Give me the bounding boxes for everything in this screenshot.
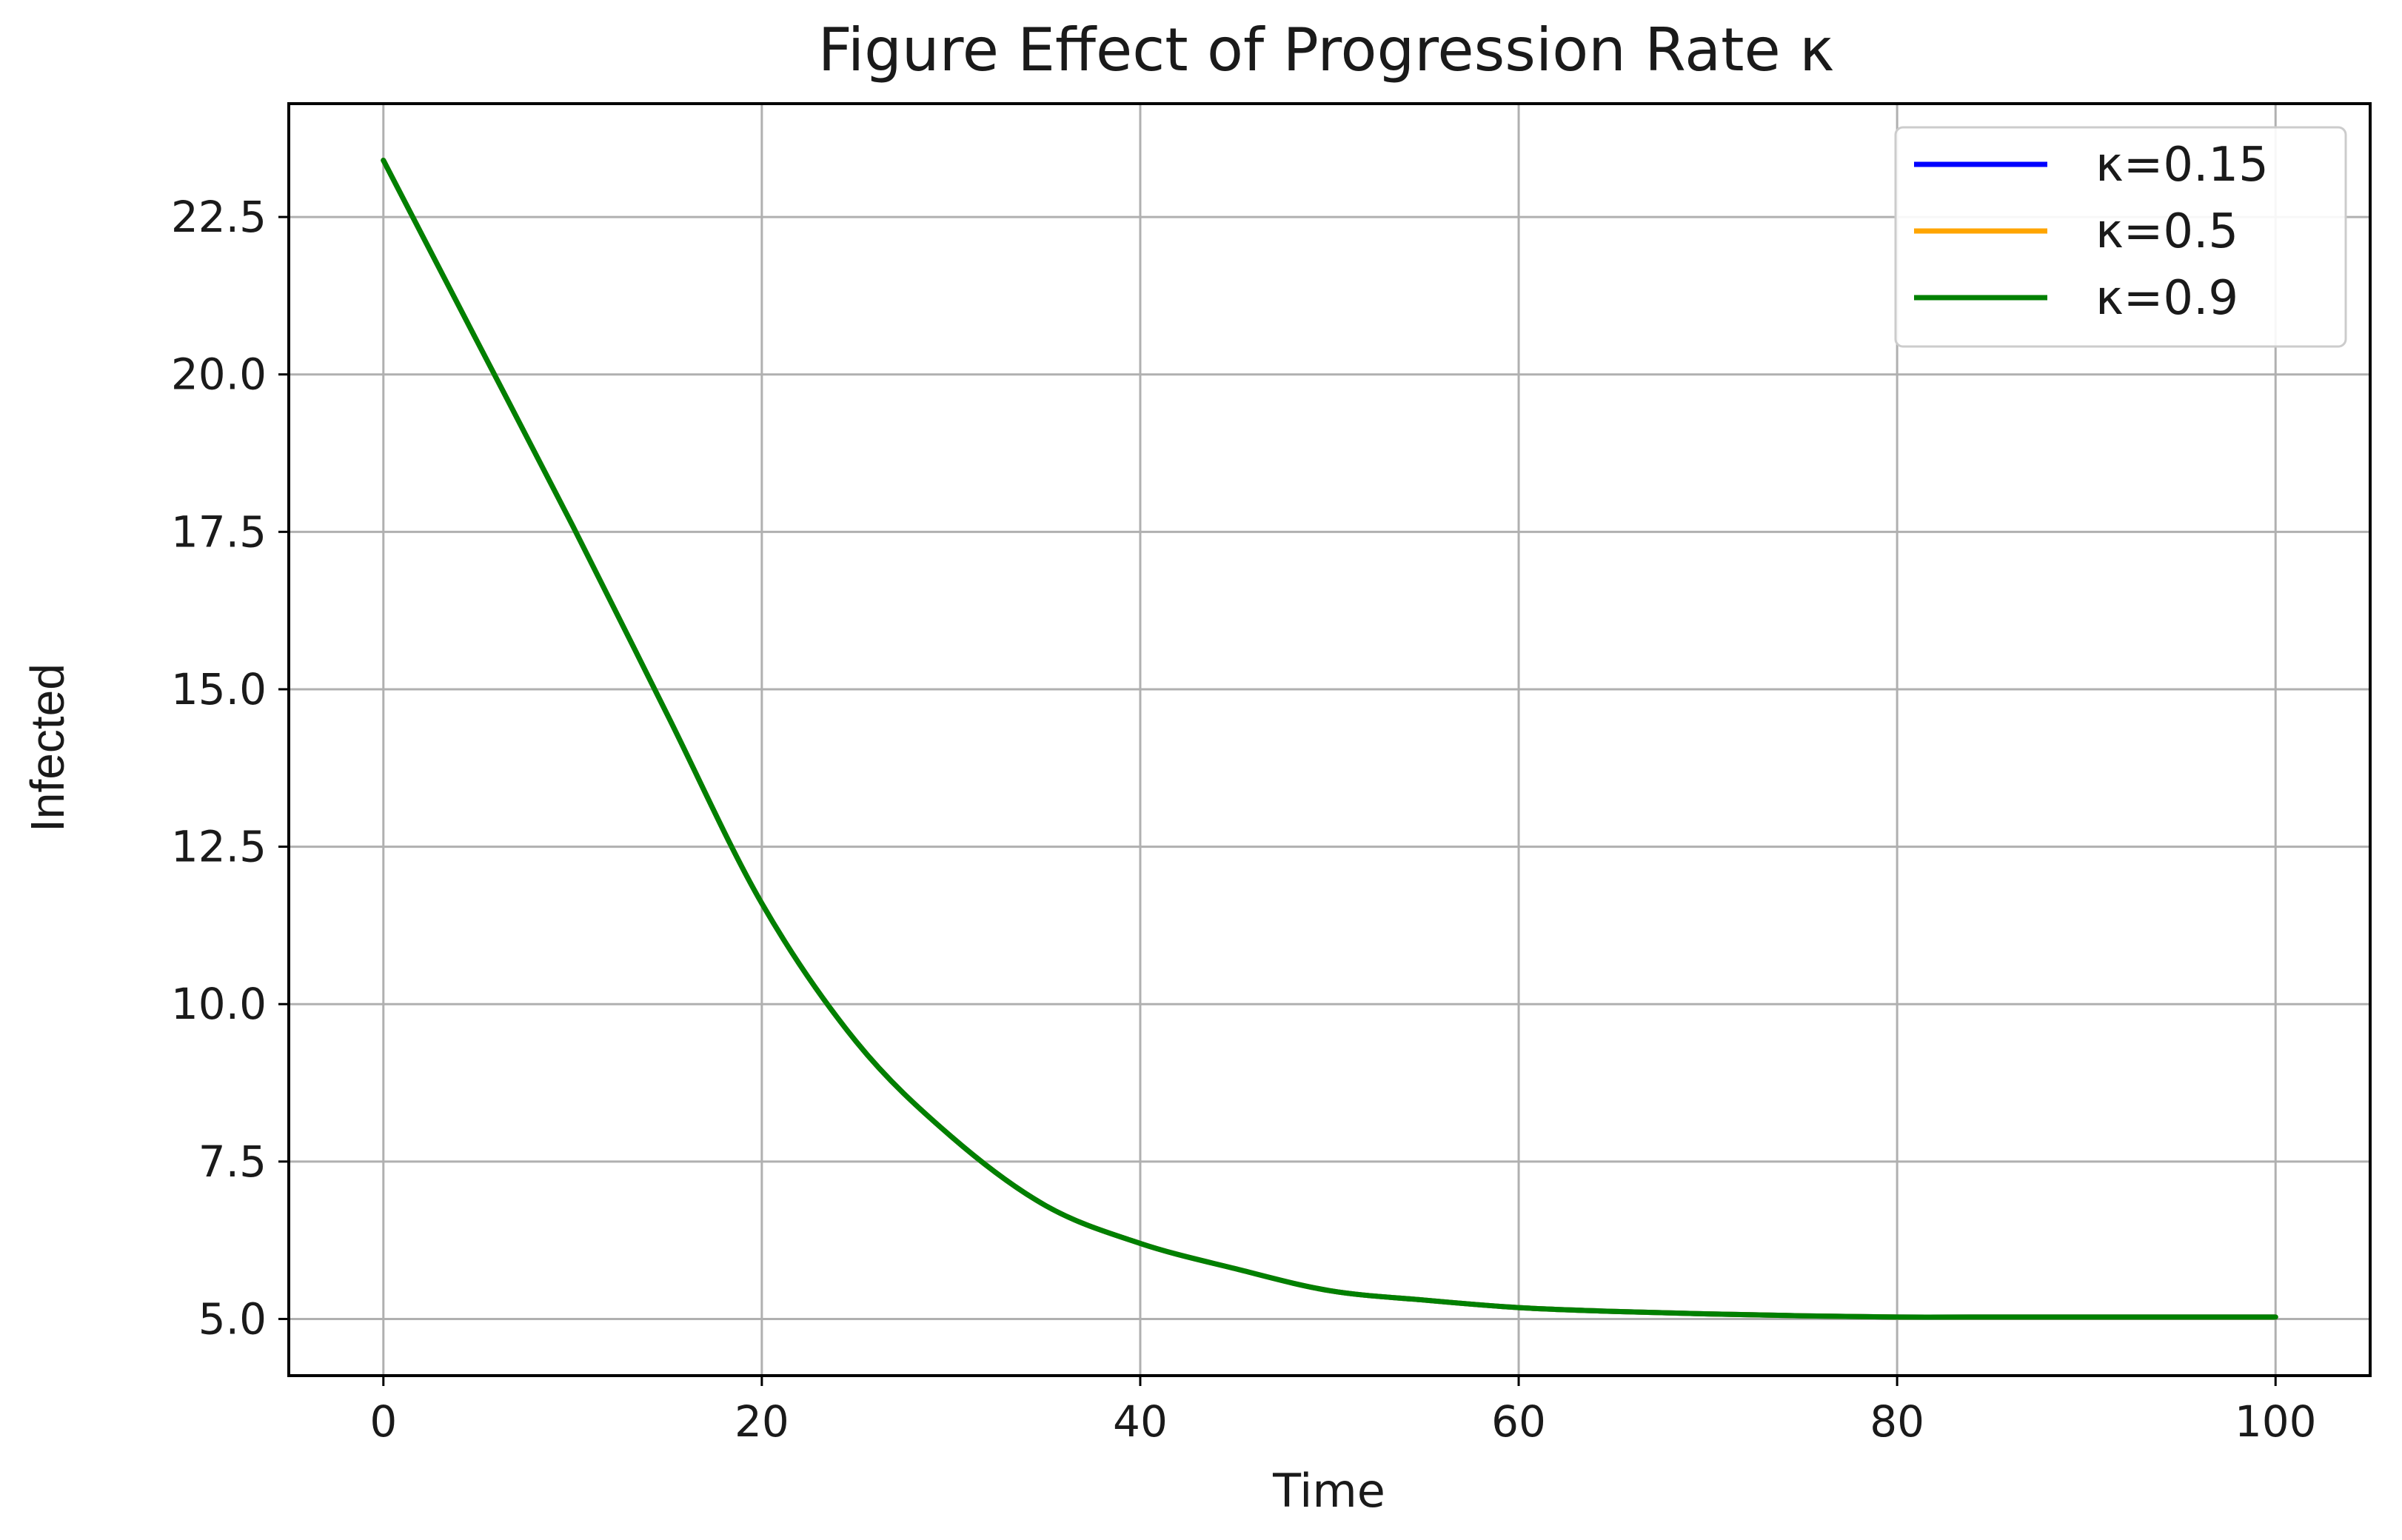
legend-label: κ=0.5	[2095, 204, 2238, 259]
y-axis-ticks: 5.0 7.5 10.0 12.5 15.0 17.5 20.0 22.5	[171, 192, 289, 1344]
y-tick-label: 22.5	[171, 192, 267, 242]
y-tick-label: 7.5	[198, 1136, 267, 1187]
x-axis-ticks: 0 20 40 60 80 100	[369, 1376, 2317, 1447]
x-tick-label: 80	[1870, 1396, 1924, 1447]
series-line-3	[381, 158, 2278, 1320]
x-tick-label: 40	[1113, 1396, 1168, 1447]
x-tick-label: 0	[369, 1396, 397, 1447]
y-tick-label: 12.5	[171, 822, 267, 872]
grid-lines	[289, 104, 2370, 1376]
x-tick-label: 60	[1491, 1396, 1546, 1447]
y-tick-label: 17.5	[171, 506, 267, 557]
chart-title: Figure Effect of Progression Rate κ	[818, 16, 1835, 84]
x-tick-label: 100	[2235, 1396, 2317, 1447]
legend-label: κ=0.15	[2095, 138, 2269, 192]
x-axis-label: Time	[1272, 1464, 1385, 1518]
y-tick-label: 20.0	[171, 349, 267, 400]
legend: κ=0.15 κ=0.5 κ=0.9	[1894, 126, 2347, 348]
y-tick-label: 15.0	[171, 664, 267, 714]
plot-area-frame	[287, 102, 2372, 1377]
y-tick-label: 10.0	[171, 979, 267, 1029]
y-axis-label: Infected	[21, 663, 74, 832]
x-tick-label: 20	[735, 1396, 789, 1447]
y-tick-label: 5.0	[198, 1293, 267, 1344]
legend-label: κ=0.9	[2095, 271, 2238, 326]
legend-box	[1894, 126, 2347, 348]
series-lines	[381, 158, 2278, 1320]
